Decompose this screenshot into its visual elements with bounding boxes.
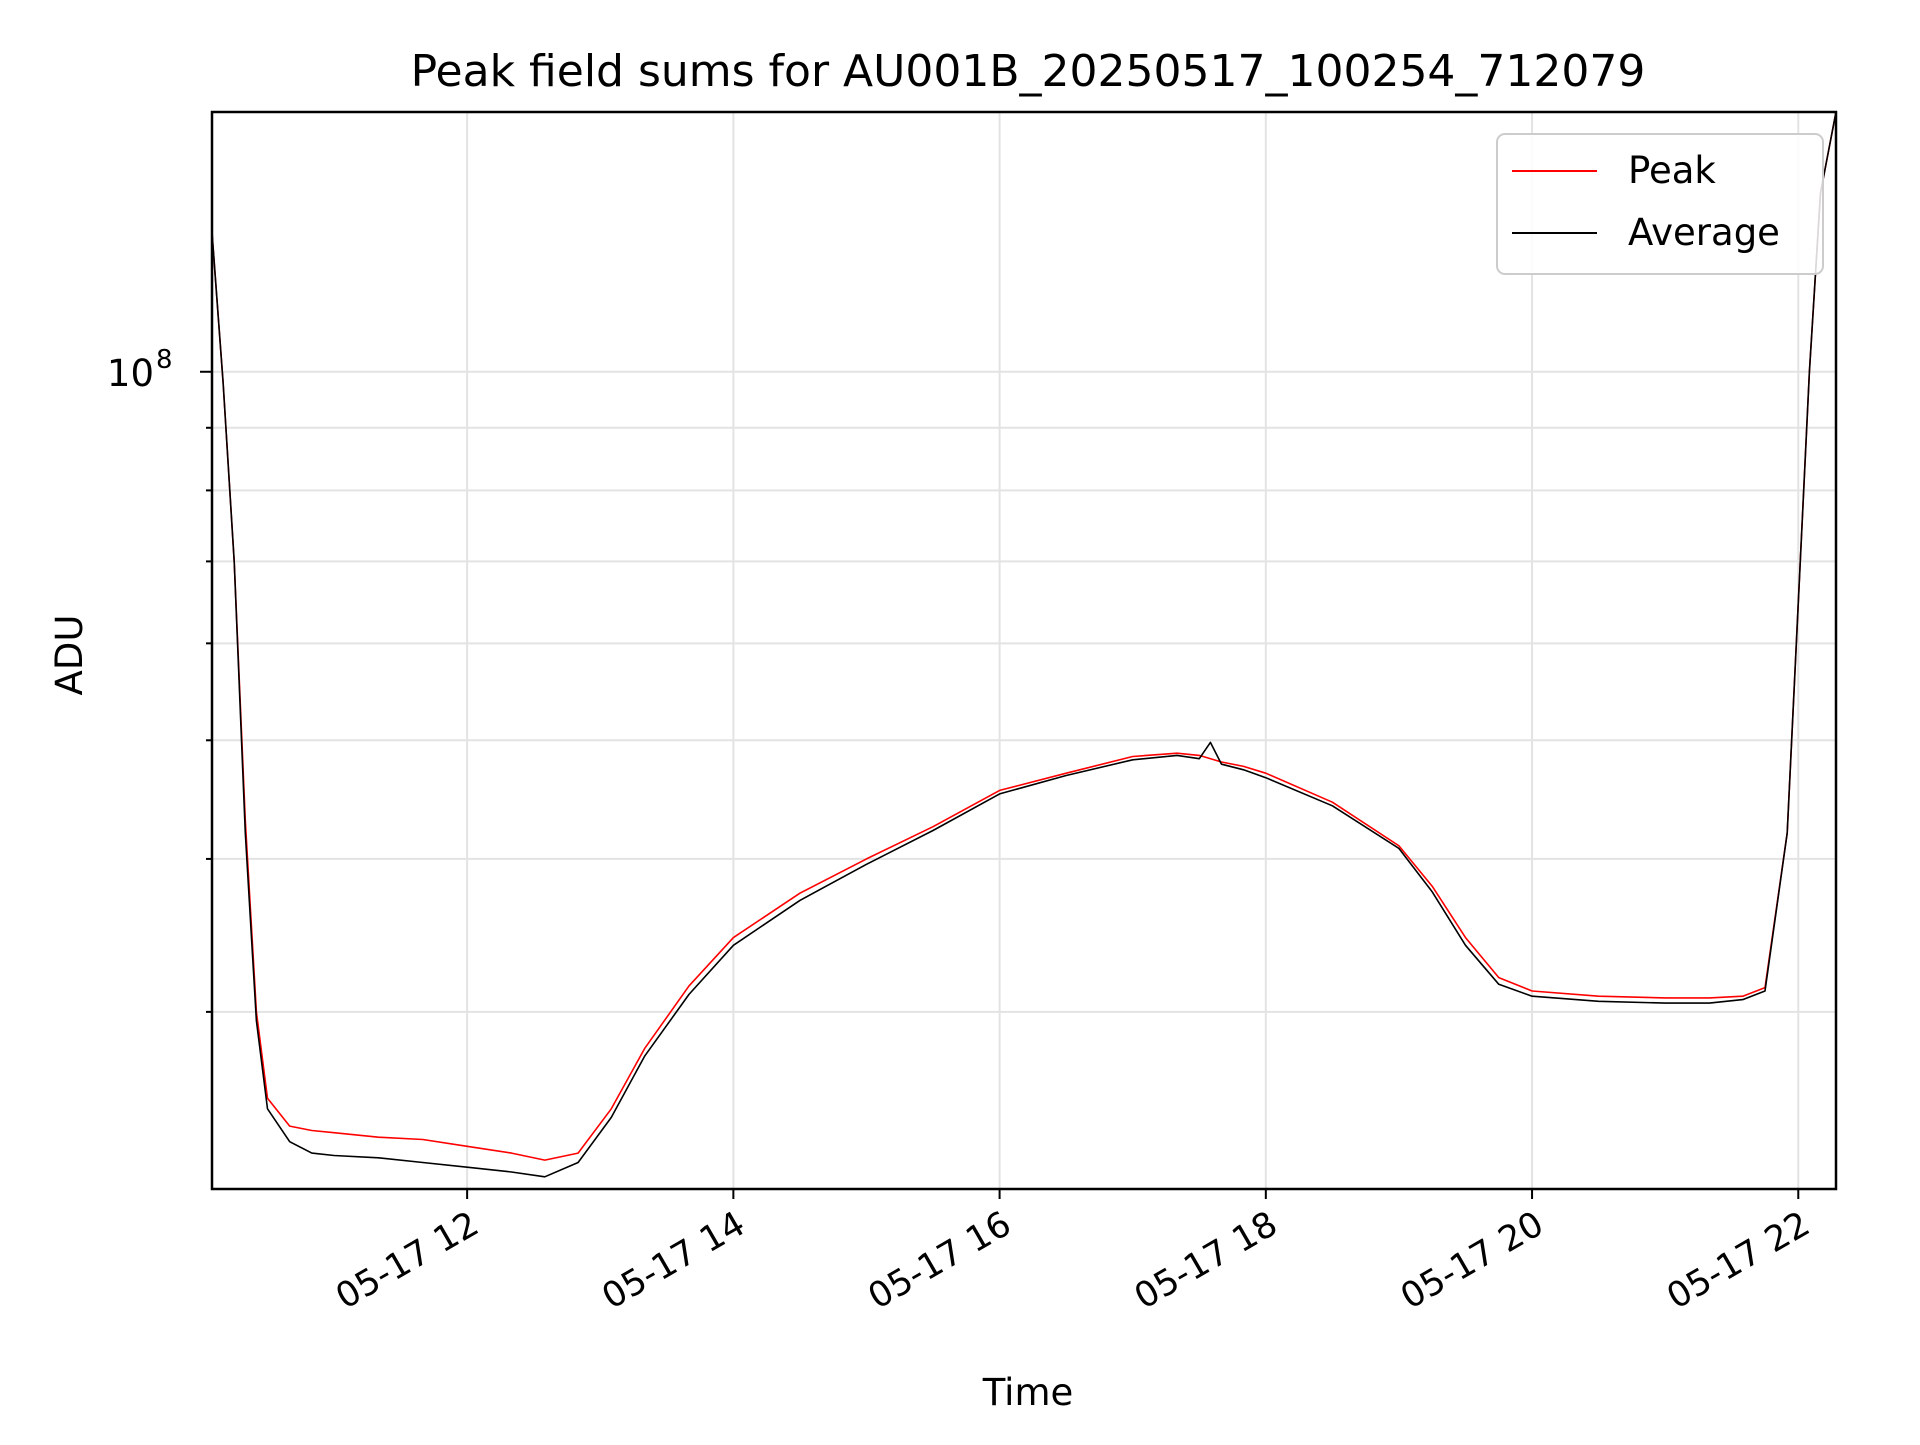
y-tick-label: 10 <box>107 352 154 395</box>
x-tick-label: 05-17 12 <box>329 1204 485 1317</box>
x-tick-label: 05-17 20 <box>1394 1204 1550 1317</box>
x-tick-label: 05-17 18 <box>1128 1204 1284 1317</box>
series-line-peak <box>211 111 1837 1161</box>
plot-frame <box>210 110 1838 1191</box>
legend-peak-label: Peak <box>1628 149 1716 192</box>
y-axis-label: ADU <box>48 615 91 696</box>
x-axis-label: Time <box>982 1371 1074 1414</box>
grid <box>212 112 1836 1189</box>
series-line-average <box>211 111 1837 1178</box>
x-tick-label: 05-17 14 <box>596 1204 752 1317</box>
plot-series <box>211 111 1837 1178</box>
y-tick-label-exponent: 8 <box>156 345 173 375</box>
legend-average-label: Average <box>1628 211 1780 254</box>
x-tick-label: 05-17 16 <box>862 1204 1018 1317</box>
legend: Peak Average <box>1496 133 1824 275</box>
x-tick-label: 05-17 22 <box>1660 1204 1816 1317</box>
legend-box <box>1496 133 1824 275</box>
chart-title: Peak field sums for AU001B_20250517_1002… <box>411 46 1646 97</box>
